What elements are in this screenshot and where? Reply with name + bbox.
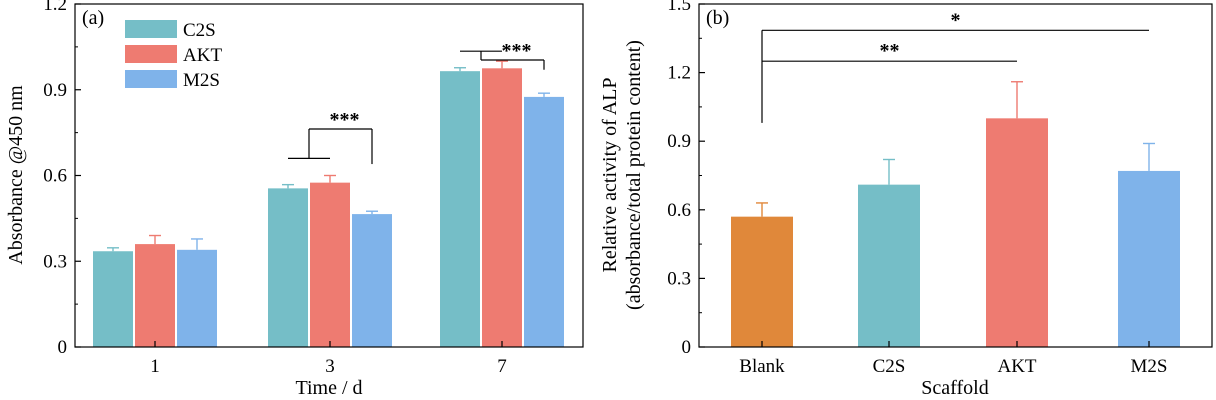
x-tick-label: C2S xyxy=(873,356,906,377)
y-tick-label: 1.5 xyxy=(667,0,691,15)
sig-label: *** xyxy=(330,109,360,131)
panel-a-errorbars xyxy=(107,60,550,252)
panel-b-x-axis-title: Scaffold xyxy=(921,377,988,399)
panel-b: *** 00.30.60.91.21.5 Blank C2S AKT M2S (b) … xyxy=(599,0,1213,399)
panel-b-errorbars xyxy=(756,81,1155,217)
bar-akt-day-7 xyxy=(482,68,522,347)
y-tick-label: 0 xyxy=(682,337,692,358)
legend-label-m2s: M2S xyxy=(183,70,220,91)
bar-akt-day-3 xyxy=(310,182,350,347)
y-tick-label: 0.9 xyxy=(667,131,691,152)
bar-blank xyxy=(731,216,793,347)
panel-b-y-axis-title-line-2: (absorbance/total protein content) xyxy=(623,40,645,310)
panel-b-significance: *** xyxy=(761,9,1149,123)
y-tick-label: 1.2 xyxy=(667,63,691,84)
bar-c2s-day-3 xyxy=(268,188,308,347)
x-tick-label: M2S xyxy=(1131,356,1168,377)
x-tick-label: Blank xyxy=(739,356,785,377)
y-tick-label: 0.6 xyxy=(667,200,691,221)
x-tick-label: AKT xyxy=(997,356,1036,377)
bar-m2s-day-7 xyxy=(524,96,564,347)
panel-a-xticks: 1 3 7 xyxy=(150,341,507,377)
x-tick-label: 7 xyxy=(497,356,507,377)
bar-akt-day-1 xyxy=(135,244,175,347)
panel-a-y-axis-title: Absorbance @450 nm xyxy=(5,85,27,265)
bar-m2s xyxy=(1118,170,1180,347)
sig-label-blank-m2s: * xyxy=(951,9,961,31)
sig-label-blank-akt: ** xyxy=(880,40,900,62)
bar-akt xyxy=(986,118,1048,347)
panel-a-yticks: 0 0.3 0.6 0.9 1.2 xyxy=(43,0,81,358)
y-tick-label: 0 xyxy=(58,337,68,358)
legend-label-akt: AKT xyxy=(183,45,222,66)
legend-swatch-akt xyxy=(125,45,177,63)
panel-a-legend: C2S AKT M2S xyxy=(125,20,222,91)
y-tick-label: 0.3 xyxy=(43,251,67,272)
y-tick-label: 0.6 xyxy=(43,166,67,187)
panel-b-bars xyxy=(731,118,1180,347)
bar-c2s-day-7 xyxy=(440,71,480,347)
sig-label: *** xyxy=(502,40,532,62)
bar-c2s xyxy=(858,184,920,347)
legend-label-c2s: C2S xyxy=(183,20,216,41)
bar-c2s-day-1 xyxy=(93,251,133,347)
panel-b-y-axis-title-line-1: Relative activity of ALP xyxy=(599,78,621,273)
bar-m2s-day-3 xyxy=(352,214,392,347)
panel-a-x-axis-title: Time / d xyxy=(295,377,362,399)
panel-b-yticks: 0 0.3 0.6 0.9 1.2 1.5 xyxy=(667,0,705,358)
panel-a-bars xyxy=(93,68,564,347)
bar-m2s-day-1 xyxy=(177,249,217,347)
y-tick-label: 0.9 xyxy=(43,80,67,101)
panel-b-xticks: Blank C2S AKT M2S xyxy=(739,341,1167,377)
legend-swatch-c2s xyxy=(125,20,177,38)
legend-swatch-m2s xyxy=(125,70,177,88)
x-tick-label: 1 xyxy=(150,356,160,377)
panel-a: *** *** 0 0.3 0.6 0.9 1.2 1 3 7 (a) C2S AKT M2S T… xyxy=(5,0,584,399)
panel-b-y-axis-title: Relative activity of ALP (absorbance/tot… xyxy=(599,40,645,310)
panel-b-label: (b) xyxy=(706,7,729,29)
x-tick-label: 3 xyxy=(325,356,335,377)
panel-a-significance: *** *** xyxy=(288,40,545,165)
panel-a-label: (a) xyxy=(82,7,104,29)
y-tick-label: 0.3 xyxy=(667,268,691,289)
y-tick-label: 1.2 xyxy=(43,0,67,15)
